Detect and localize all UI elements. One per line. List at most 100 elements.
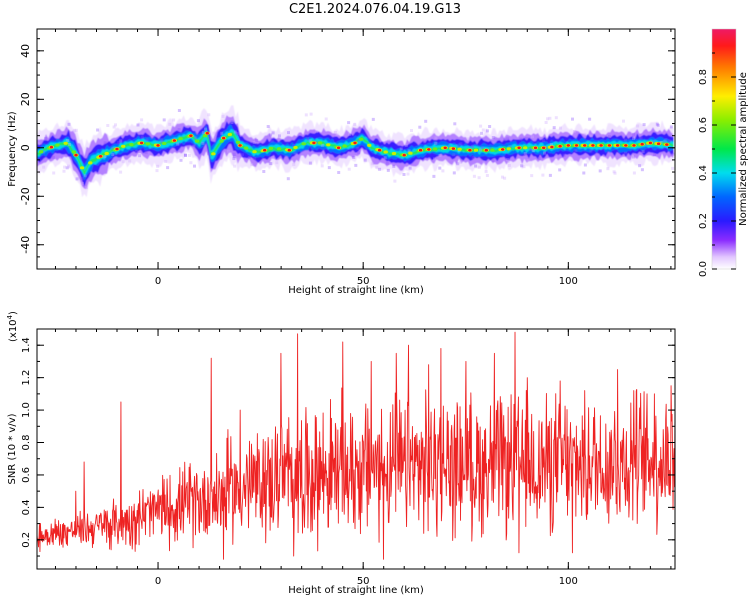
speckle [144, 151, 148, 155]
speckle [348, 132, 351, 136]
speckle [67, 122, 71, 126]
speckle [235, 132, 239, 136]
x-tick-label: 100 [559, 276, 578, 287]
peak-dot [33, 151, 36, 154]
speckle [177, 128, 181, 132]
speckle [548, 173, 552, 177]
colorbar-label: Normalized spectral amplitude [738, 72, 749, 226]
speckle [537, 156, 541, 160]
speckle [544, 121, 548, 124]
speckle [656, 123, 660, 127]
speckle [136, 123, 140, 127]
speckle [456, 162, 460, 166]
core-dot [79, 166, 85, 170]
core-dot [276, 147, 282, 151]
speckle [559, 126, 562, 130]
speckle [324, 117, 328, 121]
peak-dot [501, 148, 505, 151]
speckle [438, 154, 442, 157]
peak-dot [558, 144, 562, 148]
colorbar-gradient [712, 29, 736, 269]
core-dot [129, 142, 134, 147]
core-dot [178, 137, 183, 141]
speckle [573, 130, 576, 133]
core-dot [367, 143, 372, 147]
y-tick-label: -40 [19, 236, 32, 254]
speckle [554, 155, 558, 159]
speckle [482, 160, 486, 164]
speckle [479, 148, 482, 152]
core-dot [457, 147, 462, 151]
speckle [62, 169, 66, 173]
peak-dot [238, 144, 242, 147]
y-tick-label: 0 [19, 144, 32, 151]
x-tick-label: 50 [357, 276, 370, 287]
colorbar-tick-label: 0.4 [698, 165, 709, 181]
peak-dot [574, 144, 579, 147]
peak-dot [599, 144, 603, 147]
speckle [503, 138, 507, 142]
speckle [522, 165, 526, 169]
speckle [371, 117, 375, 121]
speckle [262, 170, 266, 173]
speckle [44, 137, 48, 141]
speckle [434, 136, 438, 140]
peak-dot [615, 144, 620, 147]
speckle [347, 121, 351, 125]
peak-dot [656, 142, 661, 145]
speckle [106, 124, 110, 127]
peak-dot [648, 141, 653, 145]
speckle [583, 132, 587, 136]
speckle [508, 144, 512, 148]
speckle [156, 164, 160, 168]
speckle [196, 119, 200, 123]
speckle [233, 155, 237, 159]
speckle [652, 140, 656, 144]
speckle [406, 172, 410, 176]
speckle [472, 174, 476, 178]
speckle [545, 146, 549, 150]
peak-dot [287, 148, 291, 152]
speckle [459, 160, 463, 164]
core-dot [88, 161, 93, 165]
speckle [304, 113, 308, 117]
speckle [448, 145, 451, 149]
core-dot [383, 150, 388, 154]
y-tick-label: 0.6 [21, 467, 32, 483]
speckle [632, 132, 636, 136]
speckle [168, 122, 172, 126]
speckle [484, 170, 488, 174]
peak-dot [115, 147, 119, 151]
speckle [481, 146, 484, 150]
speckle [505, 158, 509, 162]
speckle [452, 171, 456, 175]
speckle [253, 157, 257, 161]
speckle [653, 153, 657, 156]
speckle [41, 150, 45, 154]
speckle [488, 147, 492, 151]
peak-dot [222, 136, 226, 140]
speckle [112, 125, 116, 129]
speckle [83, 174, 87, 178]
speckle [452, 153, 456, 157]
speckle [334, 131, 337, 134]
speckle [204, 127, 208, 131]
speckle [370, 162, 374, 166]
speckle [485, 174, 489, 177]
y-tick-label: 1.4 [21, 337, 32, 353]
speckle [74, 128, 78, 132]
speckle [306, 137, 310, 141]
speckle [554, 116, 558, 120]
peak-dot [172, 139, 177, 142]
speckle [541, 173, 545, 177]
core-dot [104, 151, 109, 156]
speckle [542, 151, 546, 155]
speckle [111, 153, 115, 156]
speckle [548, 116, 552, 120]
speckle [320, 164, 324, 168]
speckle [582, 171, 586, 175]
speckle [176, 142, 180, 146]
peak-dot [484, 148, 488, 152]
speckle [160, 140, 164, 144]
speckle [645, 143, 649, 146]
